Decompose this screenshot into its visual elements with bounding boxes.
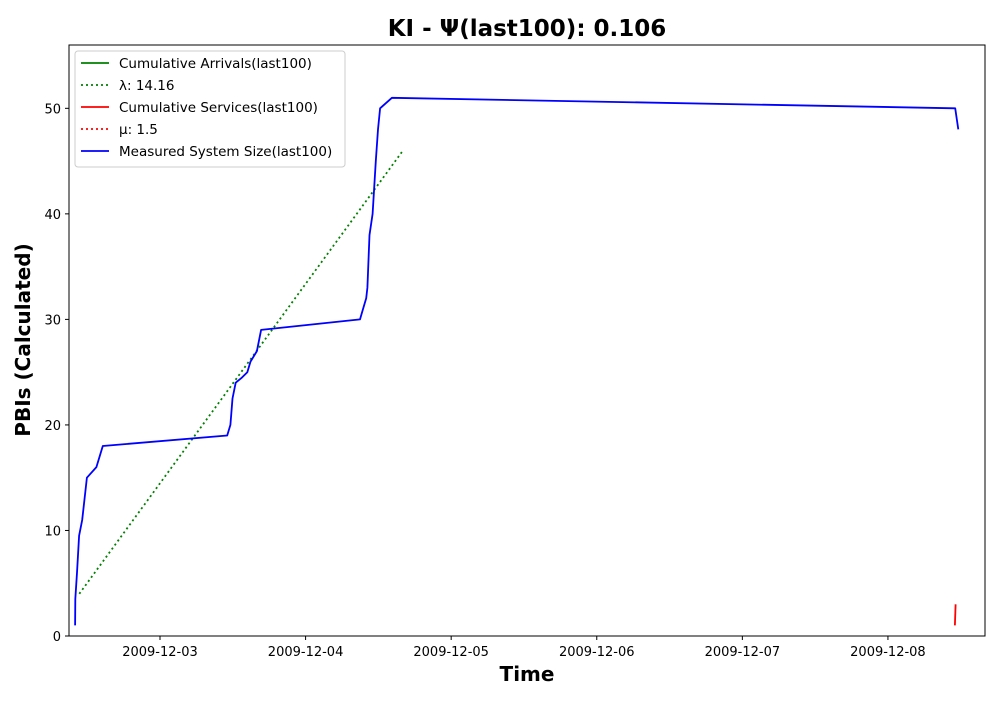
- series-line-14-16: [78, 149, 404, 595]
- y-tick-label: 30: [44, 313, 61, 328]
- legend-box: [74, 50, 346, 168]
- y-tick-label: 40: [44, 208, 61, 223]
- x-tick-label: 2009-12-07: [705, 645, 781, 660]
- x-axis: 2009-12-03 2009-12-04 2009-12-05 2009-12-06…: [122, 636, 926, 660]
- plot-area: [74, 96, 960, 626]
- y-tick-label: 0: [53, 630, 61, 645]
- series-line-measured-system-size-last100: [74, 96, 960, 626]
- legend-label-1-5: μ: 1.5: [119, 122, 158, 138]
- axes-frame: [68, 44, 986, 637]
- x-tick-label: 2009-12-06: [559, 645, 635, 660]
- x-tick-label: 2009-12-05: [413, 645, 489, 660]
- x-tick-label: 2009-12-08: [850, 645, 926, 660]
- x-axis-title: Time: [500, 662, 555, 686]
- y-tick-label: 50: [44, 102, 61, 117]
- x-tick-label: 2009-12-03: [122, 645, 198, 660]
- legend-label-14-16: λ: 14.16: [119, 78, 174, 94]
- y-axis: 0 10 20 30 40 50: [44, 102, 69, 645]
- chart-title: KI - Ψ(last100): 0.106: [388, 16, 667, 42]
- y-tick-label: 20: [44, 419, 61, 434]
- legend-label-measured-system-size-last100: Measured System Size(last100): [119, 144, 332, 160]
- y-axis-title: PBIs (Calculated): [11, 243, 35, 436]
- x-tick-label: 2009-12-04: [268, 645, 344, 660]
- legend: Cumulative Arrivals(last100) λ: 14.16 Cumu…: [74, 50, 346, 168]
- series-line-cumulative-services-last100: [954, 604, 957, 626]
- legend-label-cumulative-arrivals-last100: Cumulative Arrivals(last100): [119, 56, 312, 72]
- y-tick-label: 10: [44, 524, 61, 539]
- legend-label-cumulative-services-last100: Cumulative Services(last100): [119, 100, 318, 116]
